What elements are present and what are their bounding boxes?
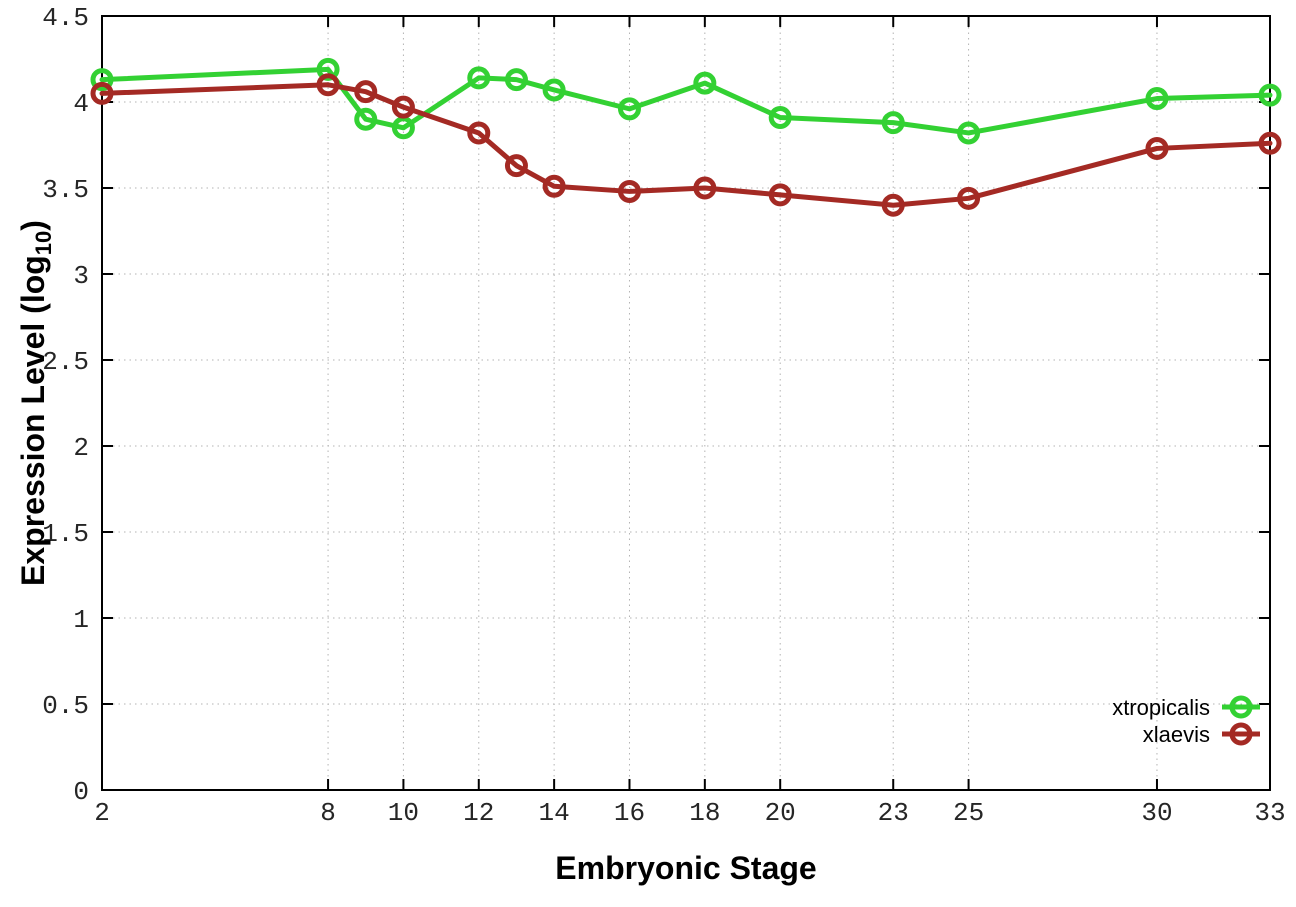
data-point-xtropicalis	[617, 97, 641, 121]
y-tick-label: 4	[73, 89, 89, 119]
y-tick-label: 0	[73, 777, 89, 807]
data-point-xlaevis	[316, 73, 340, 97]
data-point-xlaevis	[693, 176, 717, 200]
series-line-xlaevis	[99, 82, 1273, 208]
x-tick-label: 25	[953, 798, 984, 828]
x-tick-label: 8	[320, 798, 336, 828]
legend-label-xlaevis: xlaevis	[1143, 722, 1210, 747]
data-point-xtropicalis	[316, 57, 340, 81]
x-tick-label: 14	[539, 798, 570, 828]
data-point-xtropicalis	[768, 105, 792, 129]
x-tick-label: 20	[765, 798, 796, 828]
x-tick-label: 33	[1254, 798, 1285, 828]
data-point-xtropicalis	[542, 78, 566, 102]
y-tick-label: 4.5	[42, 3, 89, 33]
data-point-xtropicalis	[957, 121, 981, 145]
y-tick-label: 3.5	[42, 175, 89, 205]
y-tick-label: 1	[73, 605, 89, 635]
y-tick-label: 2	[73, 433, 89, 463]
y-tick-label: 3	[73, 261, 89, 291]
y-tick-label: 2.5	[42, 347, 89, 377]
data-point-xlaevis	[90, 81, 114, 105]
data-point-xtropicalis	[391, 116, 415, 140]
x-tick-label: 12	[463, 798, 494, 828]
data-point-xlaevis	[617, 179, 641, 203]
y-tick-label: 0.5	[42, 691, 89, 721]
data-point-xlaevis	[957, 186, 981, 210]
legend-sample-marker	[1229, 722, 1253, 746]
data-point-xtropicalis	[90, 68, 114, 92]
data-point-xtropicalis	[1145, 87, 1169, 111]
legend-sample-marker	[1229, 695, 1253, 719]
data-point-xlaevis	[542, 174, 566, 198]
data-point-xlaevis	[467, 121, 491, 145]
data-point-xlaevis	[1258, 131, 1282, 155]
plot-border	[101, 15, 1271, 791]
data-point-xtropicalis	[504, 68, 528, 92]
data-point-xtropicalis	[1258, 83, 1282, 107]
data-point-xtropicalis	[354, 107, 378, 131]
x-axis-label: Embryonic Stage	[555, 850, 816, 886]
y-tick-label: 1.5	[42, 519, 89, 549]
data-point-xtropicalis	[881, 111, 905, 135]
plot-area: 2 8 10 12 14 16 18 20 23 25 30 33 0 0.5 1 1.5 2 2.5 3 3.5 4 4…	[42, 3, 1285, 828]
data-point-xtropicalis	[467, 66, 491, 90]
data-point-xlaevis	[881, 193, 905, 217]
x-tick-label: 2	[94, 798, 110, 828]
data-point-xlaevis	[504, 154, 528, 178]
data-point-xlaevis	[768, 183, 792, 207]
data-point-xlaevis	[1145, 136, 1169, 160]
x-tick-label: 10	[388, 798, 419, 828]
x-tick-label: 30	[1141, 798, 1172, 828]
x-tick-label: 23	[878, 798, 909, 828]
data-point-xtropicalis	[693, 71, 717, 95]
legend-label-xtropicalis: xtropicalis	[1112, 695, 1210, 720]
data-point-xlaevis	[354, 80, 378, 104]
series-line-xtropicalis	[99, 66, 1273, 136]
y-axis-label: Expression Level (log10)	[15, 220, 56, 586]
data-point-xlaevis	[391, 95, 415, 119]
x-tick-label: 18	[689, 798, 720, 828]
legend-item-xlaevis: xlaevis	[1143, 722, 1260, 747]
x-tick-label: 16	[614, 798, 645, 828]
legend-item-xtropicalis: xtropicalis	[1112, 695, 1260, 720]
